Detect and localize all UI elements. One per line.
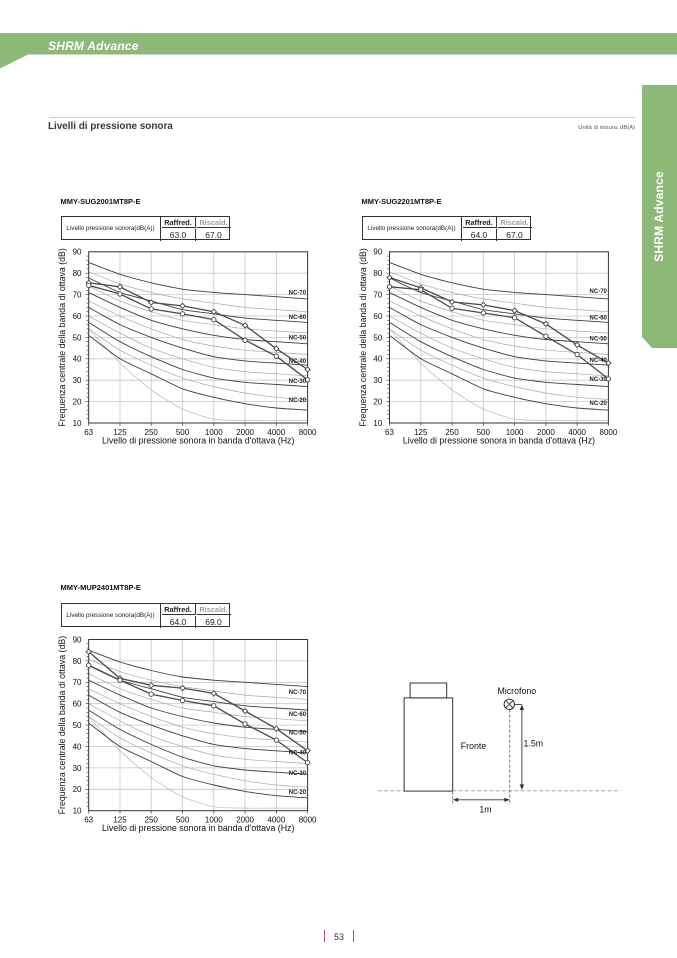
svg-text:60: 60 (73, 312, 82, 321)
svg-text:Fronte: Fronte (461, 741, 487, 751)
svg-text:30: 30 (373, 376, 382, 385)
svg-text:NC-50: NC-50 (289, 336, 307, 342)
svg-text:NC-40: NC-40 (590, 358, 608, 364)
svg-text:250: 250 (145, 816, 159, 825)
svg-text:NC-40: NC-40 (289, 359, 307, 365)
svg-text:8000: 8000 (600, 428, 618, 437)
svg-text:60: 60 (73, 700, 82, 709)
svg-text:1000: 1000 (205, 428, 223, 437)
svg-text:NC-20: NC-20 (289, 398, 307, 404)
svg-text:63: 63 (84, 816, 93, 825)
svg-text:8000: 8000 (299, 816, 317, 825)
svg-text:2000: 2000 (236, 816, 254, 825)
svg-text:63: 63 (385, 428, 394, 437)
svg-text:40: 40 (373, 355, 382, 364)
svg-text:50: 50 (373, 333, 382, 342)
svg-text:10: 10 (73, 419, 82, 428)
svg-text:NC-30: NC-30 (289, 379, 307, 385)
svg-text:30: 30 (73, 764, 82, 773)
svg-text:500: 500 (176, 428, 190, 437)
svg-text:1000: 1000 (205, 816, 223, 825)
svg-text:NC-70: NC-70 (590, 289, 608, 295)
svg-text:80: 80 (373, 269, 382, 278)
svg-text:63: 63 (84, 428, 93, 437)
svg-text:60: 60 (373, 312, 382, 321)
svg-text:2000: 2000 (537, 428, 555, 437)
svg-text:NC-30: NC-30 (289, 771, 307, 777)
svg-text:30: 30 (73, 376, 82, 385)
svg-text:40: 40 (73, 355, 82, 364)
svg-text:4000: 4000 (267, 816, 285, 825)
svg-text:Frequenza centrale della banda: Frequenza centrale della banda di ottava… (57, 636, 67, 815)
svg-text:NC-60: NC-60 (289, 712, 307, 718)
svg-text:NC-20: NC-20 (289, 790, 307, 796)
svg-text:90: 90 (73, 248, 82, 257)
svg-text:50: 50 (73, 721, 82, 730)
svg-text:80: 80 (73, 269, 82, 278)
svg-text:4000: 4000 (267, 428, 285, 437)
svg-text:1.5m: 1.5m (524, 739, 544, 749)
svg-text:80: 80 (73, 657, 82, 666)
svg-text:500: 500 (176, 816, 190, 825)
svg-text:NC-40: NC-40 (289, 751, 307, 757)
svg-text:70: 70 (373, 291, 382, 300)
svg-text:NC-60: NC-60 (289, 315, 307, 321)
svg-text:Livello di pressione sonora in: Livello di pressione sonora in banda d'o… (403, 435, 595, 445)
svg-text:NC-70: NC-70 (289, 291, 307, 297)
svg-text:1m: 1m (479, 805, 491, 815)
svg-text:125: 125 (414, 428, 428, 437)
svg-text:90: 90 (373, 248, 382, 257)
svg-text:40: 40 (73, 742, 82, 751)
svg-text:125: 125 (113, 428, 127, 437)
svg-text:90: 90 (73, 635, 82, 644)
svg-text:250: 250 (445, 428, 459, 437)
svg-text:10: 10 (73, 807, 82, 816)
svg-text:8000: 8000 (299, 428, 317, 437)
svg-text:NC-70: NC-70 (289, 690, 307, 696)
svg-text:20: 20 (73, 398, 82, 407)
svg-text:Frequenza centrale della banda: Frequenza centrale della banda di ottava… (57, 248, 67, 427)
svg-text:NC-30: NC-30 (590, 377, 608, 383)
svg-text:10: 10 (373, 419, 382, 428)
svg-text:500: 500 (477, 428, 491, 437)
svg-text:NC-60: NC-60 (590, 315, 608, 321)
svg-text:2000: 2000 (236, 428, 254, 437)
svg-text:50: 50 (73, 333, 82, 342)
svg-text:20: 20 (373, 398, 382, 407)
svg-text:4000: 4000 (568, 428, 586, 437)
svg-text:Frequenza centrale della banda: Frequenza centrale della banda di ottava… (358, 248, 368, 427)
svg-text:20: 20 (73, 785, 82, 794)
svg-text:NC-20: NC-20 (590, 401, 608, 407)
svg-text:Microfono: Microfono (498, 686, 537, 696)
svg-text:Livello di pressione sonora in: Livello di pressione sonora in banda d'o… (102, 823, 294, 833)
svg-text:250: 250 (145, 428, 159, 437)
svg-text:NC-50: NC-50 (590, 336, 608, 342)
svg-text:1000: 1000 (506, 428, 524, 437)
svg-text:70: 70 (73, 678, 82, 687)
svg-text:NC-50: NC-50 (289, 730, 307, 736)
svg-text:125: 125 (113, 816, 127, 825)
svg-text:70: 70 (73, 291, 82, 300)
svg-text:Livello di pressione sonora in: Livello di pressione sonora in banda d'o… (102, 435, 294, 445)
